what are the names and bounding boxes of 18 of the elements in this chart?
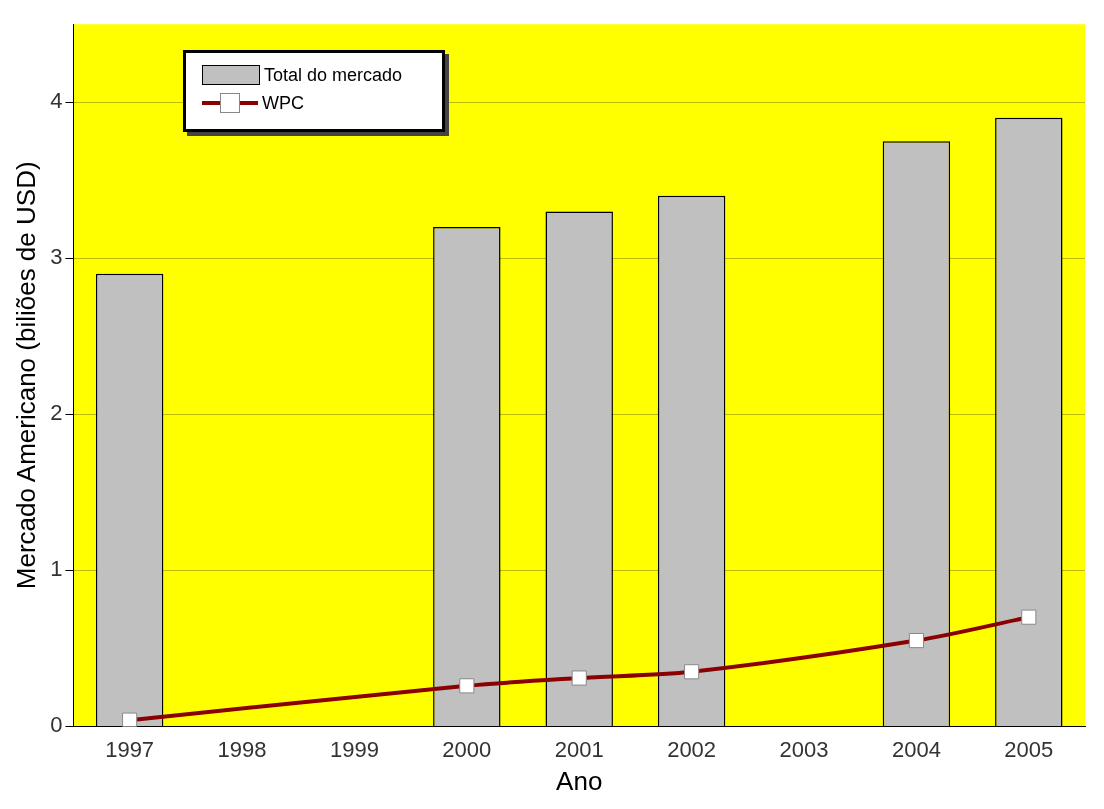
x-tick-label: 2000 [442, 736, 492, 762]
x-tick-label: 2001 [554, 736, 604, 762]
x-tick-label: 2004 [891, 736, 941, 762]
legend-label: Total do mercado [264, 64, 403, 86]
x-tick-label: 2005 [1004, 736, 1054, 762]
y-tick-label: 0 [50, 712, 63, 738]
legend-label: WPC [262, 92, 304, 114]
x-tick-label: 2003 [779, 736, 829, 762]
y-tick-label: 1 [50, 556, 63, 582]
y-tick-label: 4 [50, 88, 63, 114]
x-tick-label: 1998 [217, 736, 267, 762]
x-tick-label: 1997 [105, 736, 155, 762]
y-tick-label: 3 [50, 244, 63, 270]
x-tick-label: 2002 [667, 736, 717, 762]
x-tick-label: 1999 [329, 736, 379, 762]
y-axis-title: Mercado Americano (biliões de USD) [10, 161, 41, 590]
y-tick-label: 2 [50, 400, 63, 426]
x-axis-title: Ano [556, 765, 603, 796]
